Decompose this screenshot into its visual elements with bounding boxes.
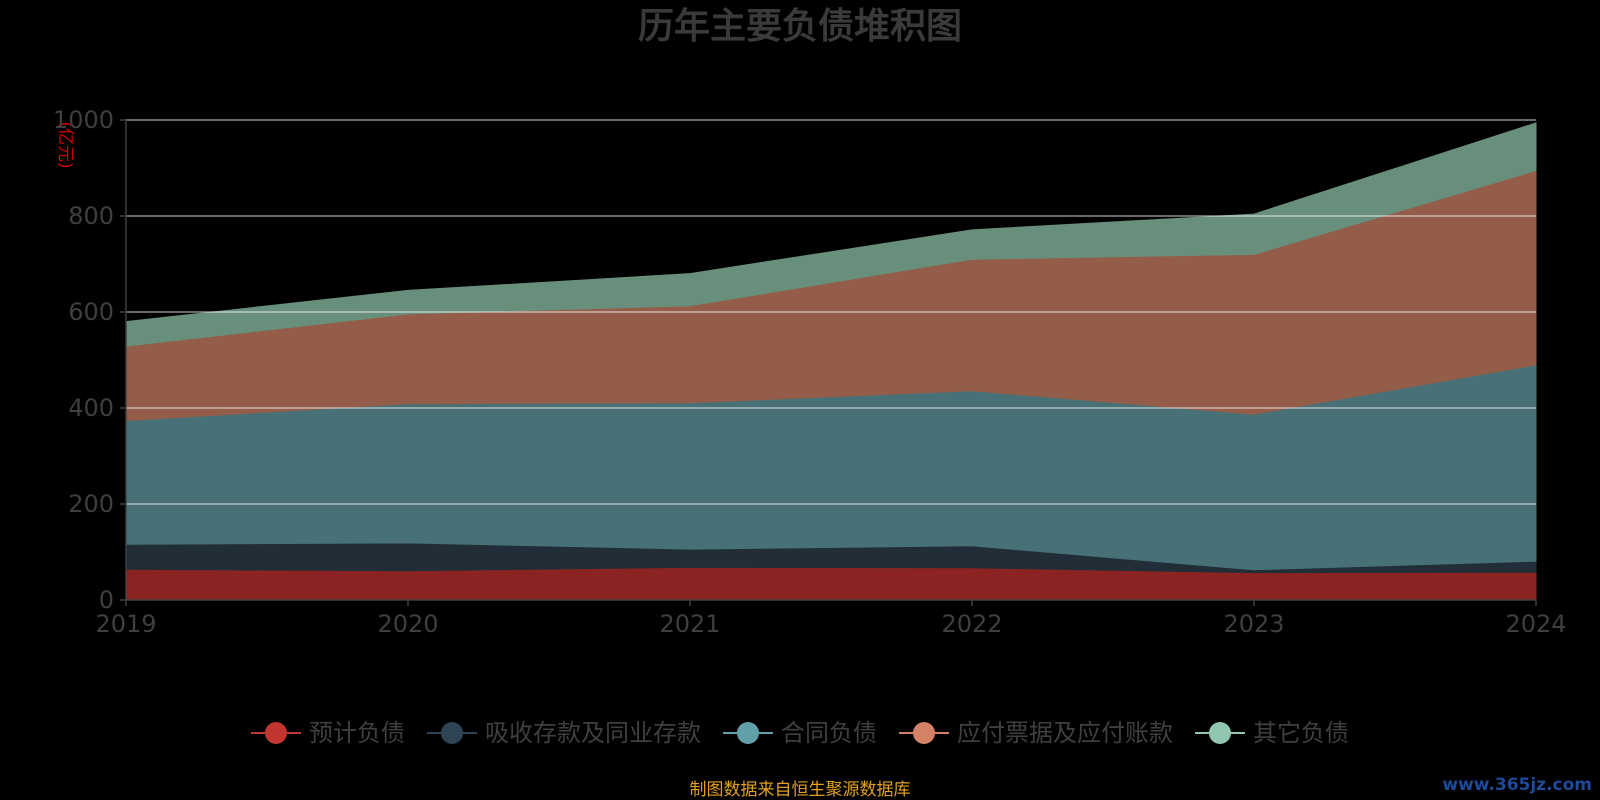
y-tick-label: 600	[68, 298, 114, 326]
grid-lines	[126, 119, 1536, 505]
y-tick-label: 400	[68, 394, 114, 422]
axes: 0 200 400 600 800 1000 2019 2020 2021 2022 2023 202…	[53, 106, 1567, 638]
legend-label: 其它负债	[1253, 719, 1349, 747]
legend-label: 合同负债	[781, 719, 877, 747]
x-tick-label: 2020	[377, 610, 438, 638]
x-tick-label: 2022	[941, 610, 1002, 638]
legend-marker-icon	[913, 722, 935, 744]
data-source-note: 制图数据来自恒生聚源数据库	[690, 780, 911, 800]
legend-item-1[interactable]: 预计负债	[251, 719, 405, 747]
legend-label: 预计负债	[309, 719, 405, 747]
x-tick-label: 2021	[659, 610, 720, 638]
area-layers	[125, 122, 1537, 601]
legend-marker-icon	[265, 722, 287, 744]
watermark: www.365jz.com	[1442, 775, 1592, 795]
legend-item-2[interactable]: 吸收存款及同业存款	[427, 719, 701, 747]
legend-label: 吸收存款及同业存款	[485, 719, 701, 747]
legend-item-3[interactable]: 合同负债	[723, 719, 877, 747]
y-tick-label: 800	[68, 202, 114, 230]
area-series-5	[125, 122, 1537, 347]
x-tick-label: 2019	[95, 610, 156, 638]
legend-marker-icon	[1209, 722, 1231, 744]
legend[interactable]: 预计负债 吸收存款及同业存款 合同负债 应付票据及应付账款 其它负债	[251, 719, 1349, 747]
y-tick-label: 1000	[53, 106, 114, 134]
x-tick-label: 2024	[1505, 610, 1566, 638]
x-tick-label: 2023	[1223, 610, 1284, 638]
y-axis-unit: (亿元)	[55, 121, 75, 168]
chart-title: 历年主要负债堆积图	[638, 6, 962, 47]
legend-item-4[interactable]: 应付票据及应付账款	[899, 719, 1173, 747]
legend-marker-icon	[737, 722, 759, 744]
y-tick-label: 200	[68, 490, 114, 518]
legend-label: 应付票据及应付账款	[957, 719, 1173, 747]
legend-marker-icon	[441, 722, 463, 744]
y-tick-label: 0	[99, 586, 114, 614]
legend-item-5[interactable]: 其它负债	[1195, 719, 1349, 747]
